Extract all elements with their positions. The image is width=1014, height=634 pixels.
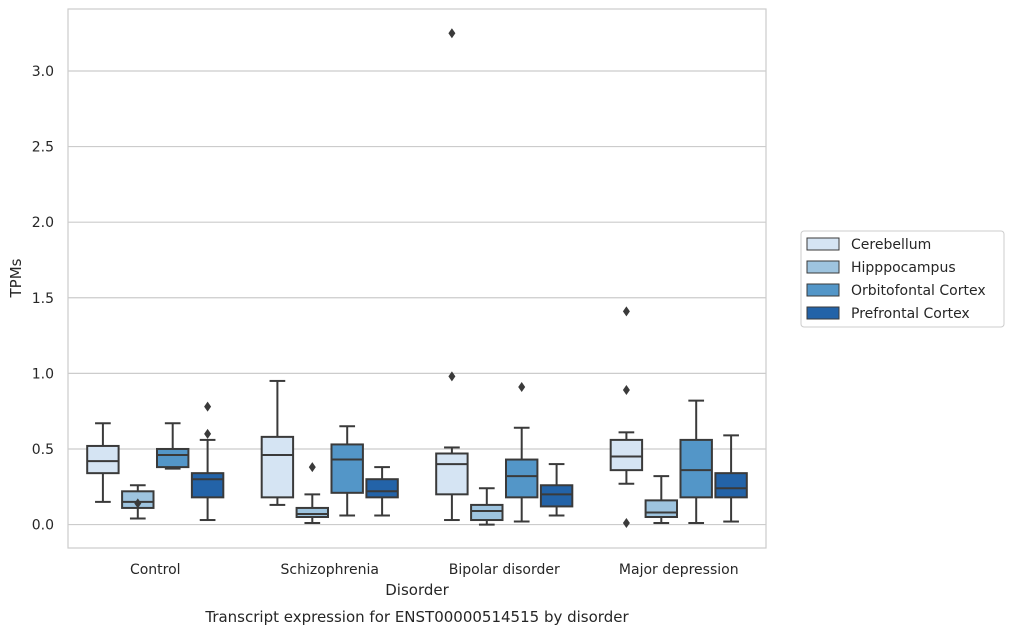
box bbox=[504, 458, 539, 499]
legend-swatch bbox=[806, 283, 840, 297]
outlier-point bbox=[204, 401, 212, 412]
box bbox=[470, 503, 504, 522]
y-tick-label: 0.5 bbox=[32, 442, 54, 458]
box bbox=[295, 506, 330, 519]
y-tick-label: 1.0 bbox=[32, 366, 54, 382]
y-axis-ticks: 0.0 0.5 1.0 1.5 2.0 2.5 3.0 bbox=[32, 64, 54, 534]
box bbox=[609, 438, 644, 472]
y-tick-label: 2.0 bbox=[32, 215, 54, 231]
box bbox=[644, 499, 679, 519]
legend-swatch bbox=[806, 237, 840, 251]
x-tick-label: Control bbox=[130, 562, 181, 578]
box bbox=[155, 447, 190, 469]
outlier-point bbox=[622, 306, 630, 317]
outlier-point bbox=[622, 385, 630, 396]
box-group bbox=[260, 379, 295, 506]
x-axis-ticks: Control Schizophrenia Bipolar disorder Majo… bbox=[130, 562, 739, 578]
box-group bbox=[435, 28, 469, 522]
box-group bbox=[86, 422, 120, 503]
legend-swatch bbox=[806, 306, 840, 320]
box-group bbox=[504, 381, 539, 523]
legend-swatch bbox=[806, 260, 840, 274]
box-group bbox=[539, 463, 574, 517]
y-tick-label: 1.5 bbox=[32, 291, 54, 307]
legend-frame bbox=[800, 230, 1005, 328]
box-group bbox=[609, 306, 644, 529]
outlier-point bbox=[308, 462, 316, 473]
outlier-point bbox=[134, 498, 142, 509]
box bbox=[539, 484, 574, 508]
box-group bbox=[190, 401, 225, 522]
outlier-point bbox=[448, 28, 456, 39]
box bbox=[435, 452, 469, 496]
x-tick-label: Major depression bbox=[619, 562, 739, 578]
chart-caption: Transcript expression for ENST0000051451… bbox=[204, 608, 629, 626]
box-group bbox=[121, 484, 155, 520]
x-tick-label: Schizophrenia bbox=[281, 562, 379, 578]
legend-label: Orbitofontal Cortex bbox=[851, 283, 986, 299]
outlier-point bbox=[622, 518, 630, 529]
box-group bbox=[330, 425, 364, 517]
outlier-point bbox=[204, 428, 212, 439]
box bbox=[679, 438, 713, 499]
box bbox=[190, 472, 225, 499]
box-group bbox=[295, 462, 330, 525]
outlier-point bbox=[448, 371, 456, 382]
box-group bbox=[714, 434, 748, 523]
box bbox=[86, 444, 120, 475]
plot-frame bbox=[67, 8, 767, 549]
outlier-point bbox=[518, 381, 526, 392]
y-tick-label: 2.5 bbox=[32, 140, 54, 156]
legend-label: Prefrontal Cortex bbox=[851, 306, 970, 322]
y-tick-label: 0.0 bbox=[32, 518, 54, 534]
box-group bbox=[679, 399, 713, 525]
x-axis-label: Disorder bbox=[385, 581, 449, 599]
box-groups bbox=[86, 28, 748, 529]
x-tick-label: Bipolar disorder bbox=[449, 562, 560, 578]
box-group bbox=[155, 422, 190, 470]
box-group bbox=[470, 487, 504, 526]
box-group bbox=[644, 475, 679, 525]
box bbox=[365, 478, 399, 499]
box-group bbox=[365, 466, 399, 517]
box bbox=[714, 472, 748, 499]
y-tick-label: 3.0 bbox=[32, 64, 54, 80]
legend-label: Hipppocampus bbox=[851, 260, 956, 276]
legend: Cerebellum Hipppocampus Orbitofontal Corte… bbox=[800, 230, 1005, 328]
y-axis-label: TPMs bbox=[7, 258, 25, 298]
legend-label: Cerebellum bbox=[851, 237, 931, 253]
box bbox=[330, 443, 364, 494]
box bbox=[260, 435, 295, 499]
